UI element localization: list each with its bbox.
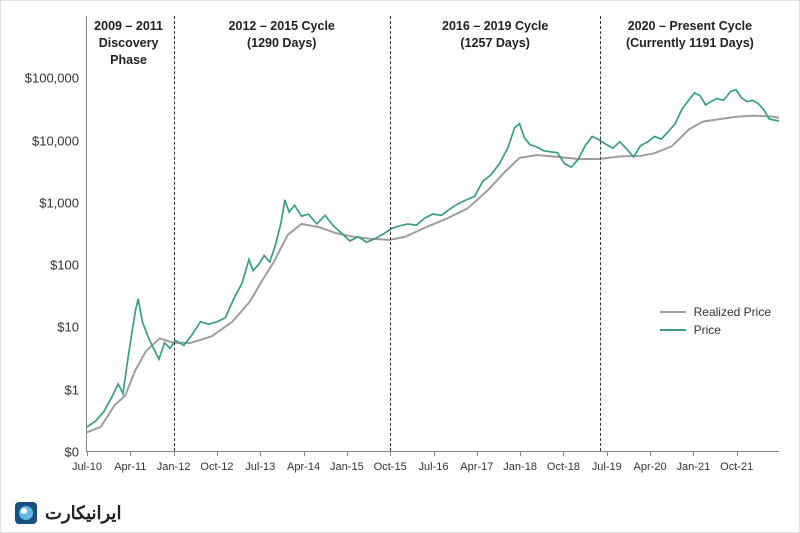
x-axis-tick bbox=[607, 451, 608, 456]
x-axis-label: Oct-12 bbox=[200, 461, 233, 473]
price-line bbox=[87, 90, 779, 427]
phase-label: 2012 – 2015 Cycle(1290 Days) bbox=[229, 18, 335, 52]
cycle-divider bbox=[390, 16, 391, 451]
legend-label: Realized Price bbox=[694, 305, 771, 319]
x-axis-label: Apr-14 bbox=[287, 461, 320, 473]
y-axis-label: $100,000 bbox=[21, 71, 79, 86]
x-axis-tick bbox=[434, 451, 435, 456]
legend-swatch bbox=[660, 329, 686, 331]
plot-area: Realized Price Price Jul-10Apr-11Jan-12O… bbox=[86, 16, 779, 452]
legend-item-price: Price bbox=[660, 323, 771, 337]
x-axis-tick bbox=[217, 451, 218, 456]
x-axis-label: Oct-15 bbox=[374, 461, 407, 473]
x-axis-label: Apr-20 bbox=[634, 461, 667, 473]
chart-container: Realized Price Price Jul-10 Apr-11 Jan-12 O… bbox=[21, 16, 779, 482]
realized-price-line bbox=[87, 116, 779, 433]
y-axis-label: $10 bbox=[21, 320, 79, 335]
legend-item-realized: Realized Price bbox=[660, 305, 771, 319]
x-axis-tick bbox=[174, 451, 175, 456]
cycle-divider bbox=[600, 16, 601, 451]
y-axis-label: $1,000 bbox=[21, 196, 79, 211]
x-axis-label: Jan-15 bbox=[330, 461, 364, 473]
x-axis-tick bbox=[650, 451, 651, 456]
line-series-svg bbox=[87, 16, 779, 451]
x-axis-tick bbox=[390, 451, 391, 456]
x-axis-label: Jul-16 bbox=[419, 461, 449, 473]
x-axis-tick bbox=[477, 451, 478, 456]
legend-label: Price bbox=[694, 323, 721, 337]
x-axis-label: Jul-13 bbox=[245, 461, 275, 473]
y-axis-label: $0 bbox=[21, 445, 79, 460]
x-axis-tick bbox=[563, 451, 564, 456]
x-axis-label: Apr-17 bbox=[460, 461, 493, 473]
x-axis-tick bbox=[520, 451, 521, 456]
watermark-icon bbox=[15, 502, 37, 524]
cycle-divider bbox=[174, 16, 175, 451]
x-axis-label: Oct-18 bbox=[547, 461, 580, 473]
x-axis-tick bbox=[693, 451, 694, 456]
phase-label: 2016 – 2019 Cycle(1257 Days) bbox=[442, 18, 548, 52]
watermark-text: ایرانیکارت bbox=[45, 503, 121, 524]
phase-label: 2009 – 2011DiscoveryPhase bbox=[94, 18, 163, 69]
phase-label: 2020 – Present Cycle(Currently 1191 Days… bbox=[626, 18, 754, 52]
x-axis-tick bbox=[130, 451, 131, 456]
y-axis-label: $100 bbox=[21, 257, 79, 272]
x-axis-tick bbox=[737, 451, 738, 456]
x-axis-label: Jul-10 bbox=[72, 461, 102, 473]
y-axis-label: $10,000 bbox=[21, 133, 79, 148]
x-axis-label: Jan-12 bbox=[157, 461, 191, 473]
x-axis-label: Jan-18 bbox=[503, 461, 537, 473]
legend: Realized Price Price bbox=[660, 305, 771, 341]
x-axis-label: Oct-21 bbox=[720, 461, 753, 473]
x-axis-tick bbox=[87, 451, 88, 456]
watermark: ایرانیکارت bbox=[15, 502, 121, 524]
x-axis-tick bbox=[304, 451, 305, 456]
y-axis-label: $1 bbox=[21, 382, 79, 397]
x-axis-label: Jul-19 bbox=[592, 461, 622, 473]
x-axis-label: Apr-11 bbox=[114, 461, 146, 473]
x-axis-tick bbox=[260, 451, 261, 456]
x-axis-label: Jan-21 bbox=[677, 461, 711, 473]
x-axis-tick bbox=[347, 451, 348, 456]
legend-swatch bbox=[660, 311, 686, 313]
